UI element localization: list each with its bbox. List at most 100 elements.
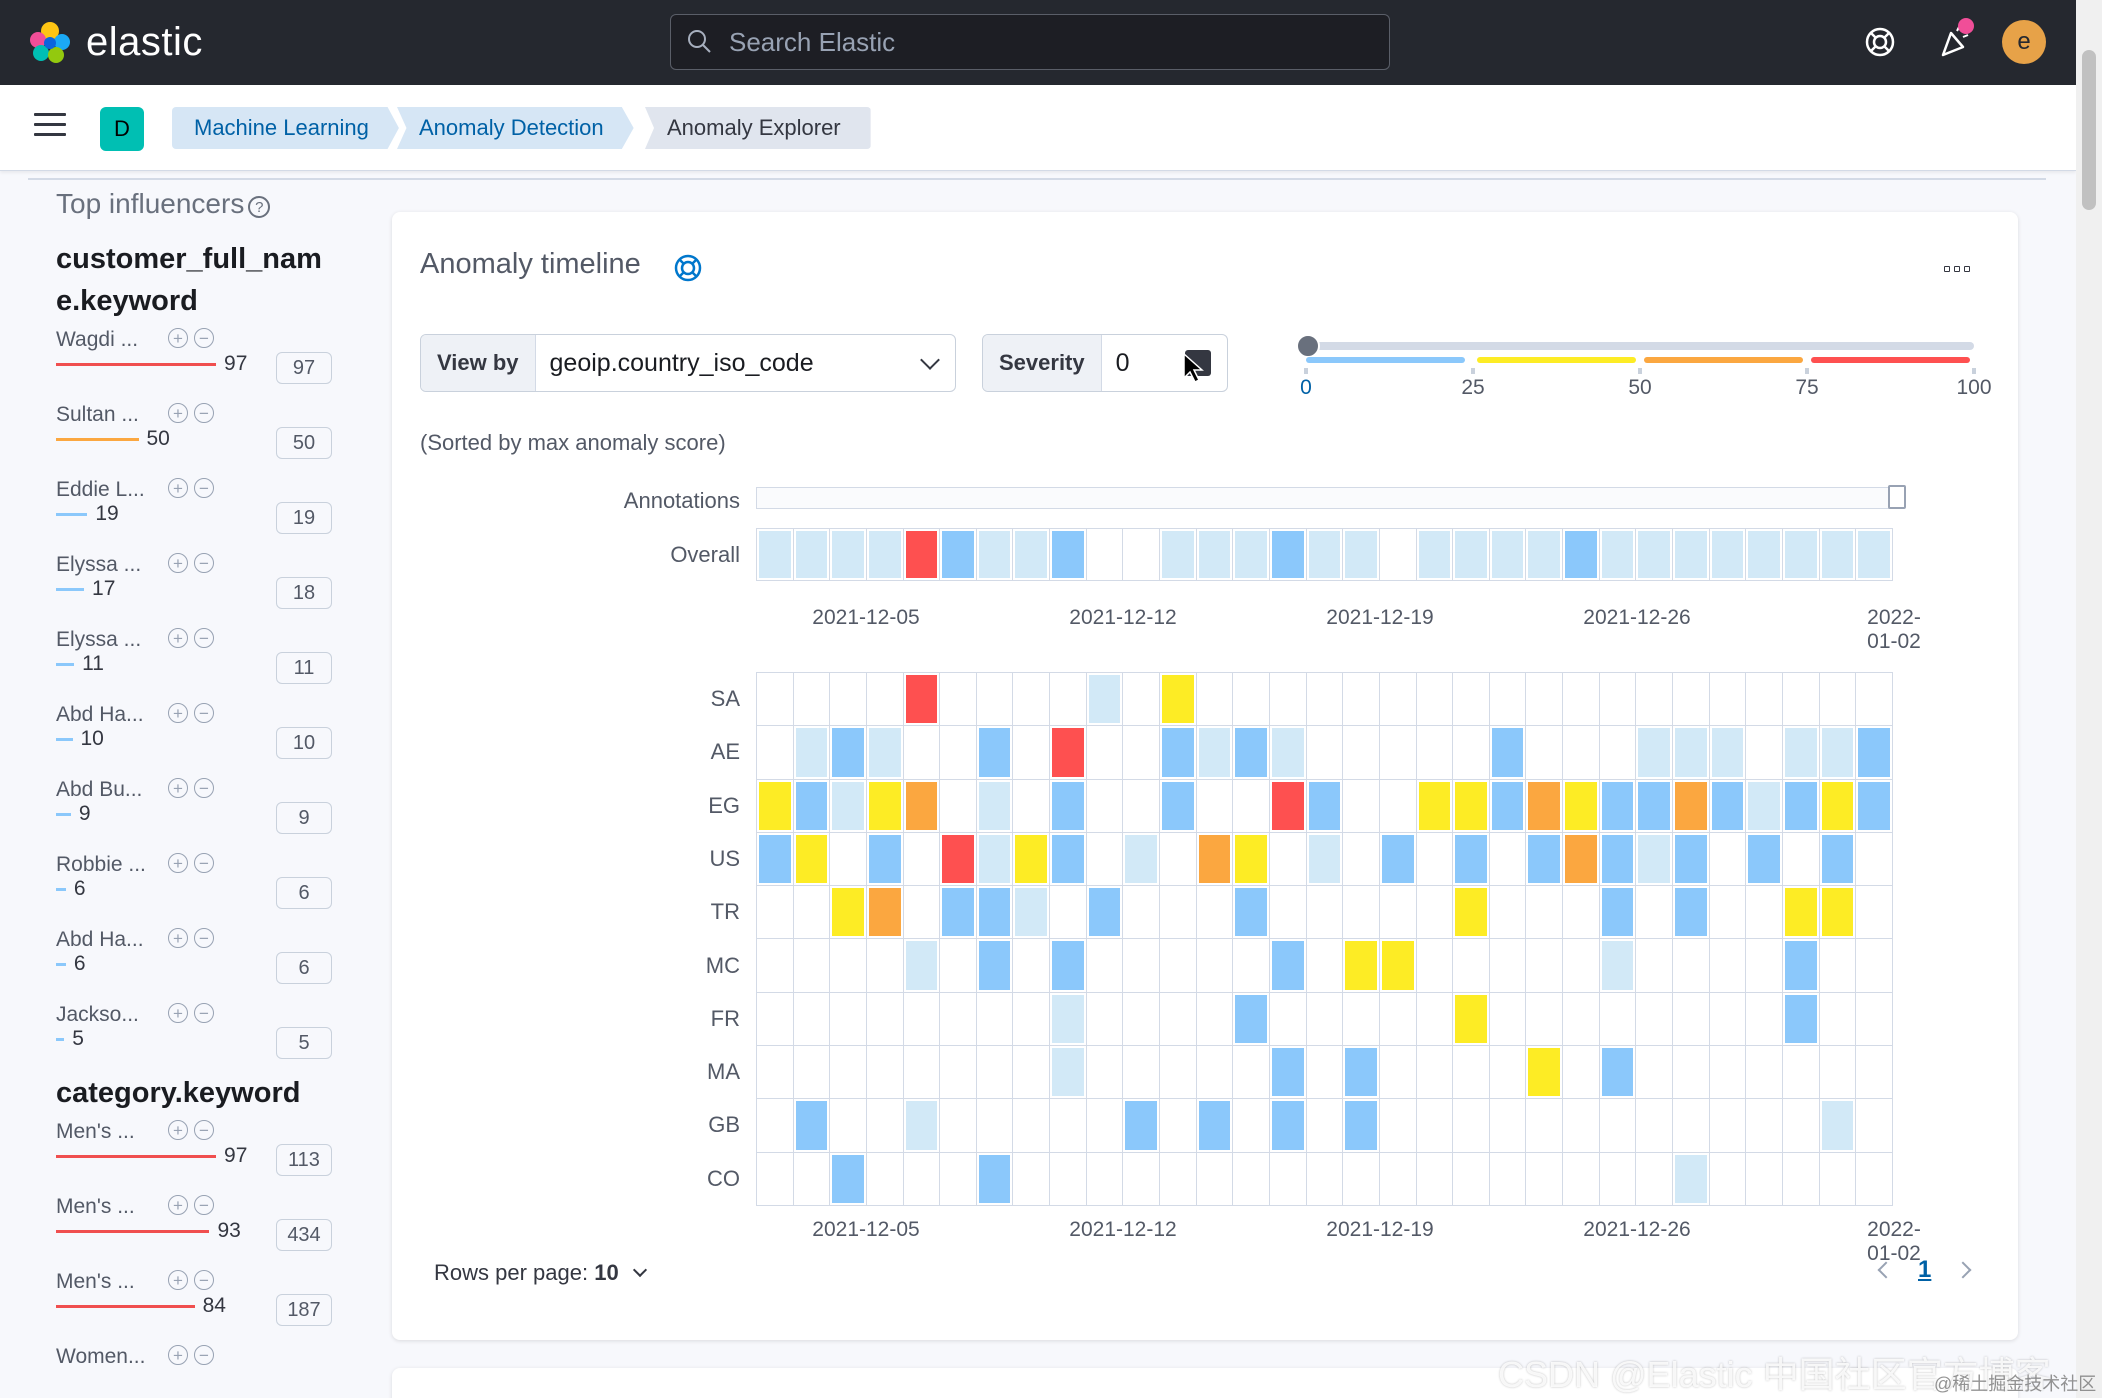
rows-per-page-selector[interactable]: Rows per page: 10 <box>434 1260 647 1286</box>
swimlane-cell[interactable] <box>1819 779 1857 833</box>
swimlane-cell[interactable] <box>1453 1046 1490 1100</box>
search-input[interactable] <box>729 26 1329 58</box>
swimlane-cell[interactable] <box>903 992 941 1047</box>
swimlane-cell[interactable] <box>1306 1152 1344 1206</box>
swimlane-cell[interactable] <box>793 1152 831 1206</box>
swimlane-cell[interactable] <box>1563 1046 1600 1100</box>
swimlane-cell[interactable] <box>1746 1099 1783 1153</box>
swimlane-cell[interactable] <box>1782 1046 1820 1100</box>
swimlane-cell[interactable] <box>1526 726 1564 780</box>
swimlane-cell[interactable] <box>1379 832 1417 887</box>
plus-in-circle-icon[interactable]: + <box>168 628 188 648</box>
swimlane-cell[interactable] <box>1123 726 1161 780</box>
swimlane-cell[interactable] <box>1233 779 1270 833</box>
swimlane-cell[interactable] <box>1599 673 1637 727</box>
swimlane-cell[interactable] <box>1709 529 1747 581</box>
swimlane-cell[interactable] <box>1453 779 1490 833</box>
swimlane-cell[interactable] <box>793 779 831 833</box>
swimlane-cell[interactable] <box>1856 726 1893 780</box>
swimlane-cell[interactable] <box>1306 1099 1344 1153</box>
swimlane-cell[interactable] <box>1599 779 1637 833</box>
swimlane-cell[interactable] <box>1013 673 1051 727</box>
swimlane-cell[interactable] <box>1196 529 1234 581</box>
swimlane-cell[interactable] <box>1636 886 1674 940</box>
lifebuoy-icon[interactable] <box>672 252 704 284</box>
swimlane-cell[interactable] <box>1673 939 1710 993</box>
swimlane-cell[interactable] <box>1050 886 1087 940</box>
swimlane-cell[interactable] <box>1782 939 1820 993</box>
swimlane-cell[interactable] <box>1050 992 1087 1047</box>
swimlane-cell[interactable] <box>1526 939 1564 993</box>
swimlane-cell[interactable] <box>1782 529 1820 581</box>
swimlane-cell[interactable] <box>1856 886 1893 940</box>
swimlane-cell[interactable] <box>940 939 977 993</box>
swimlane-cell[interactable] <box>1819 673 1857 727</box>
annotations-lane[interactable] <box>756 487 1892 509</box>
swimlane-cell[interactable] <box>1782 992 1820 1047</box>
swimlane-cell[interactable] <box>1599 832 1637 887</box>
swimlane-cell[interactable] <box>1269 992 1307 1047</box>
swimlane-cell[interactable] <box>757 726 794 780</box>
view-by-swimlane[interactable] <box>756 672 1893 1206</box>
annotations-brush-handle[interactable] <box>1888 485 1906 509</box>
swimlane-cell[interactable] <box>1306 529 1344 581</box>
swimlane-cell[interactable] <box>940 886 977 940</box>
swimlane-cell[interactable] <box>1160 832 1197 887</box>
influencer-name[interactable]: Elyssa ... <box>56 628 142 651</box>
minus-in-circle-icon[interactable]: − <box>194 478 214 498</box>
swimlane-cell[interactable] <box>1636 1152 1674 1206</box>
swimlane-cell[interactable] <box>940 673 977 727</box>
swimlane-cell[interactable] <box>1453 726 1490 780</box>
swimlane-cell[interactable] <box>1856 1099 1893 1153</box>
minus-in-circle-icon[interactable]: − <box>194 328 214 348</box>
swimlane-cell[interactable] <box>830 886 867 940</box>
swimlane-cell[interactable] <box>1489 726 1527 780</box>
swimlane-row-label[interactable]: US <box>709 845 740 871</box>
swimlane-cell[interactable] <box>976 1046 1014 1100</box>
swimlane-cell[interactable] <box>1563 832 1600 887</box>
swimlane-cell[interactable] <box>1673 726 1710 780</box>
swimlane-cell[interactable] <box>793 939 831 993</box>
swimlane-cell[interactable] <box>1160 939 1197 993</box>
swimlane-cell[interactable] <box>793 992 831 1047</box>
influencer-name[interactable]: Abd Ha... <box>56 928 144 951</box>
swimlane-cell[interactable] <box>976 1099 1014 1153</box>
swimlane-cell[interactable] <box>1196 1099 1234 1153</box>
swimlane-cell[interactable] <box>1416 1152 1454 1206</box>
influencer-name[interactable]: Women... <box>56 1345 146 1368</box>
swimlane-cell[interactable] <box>1013 992 1051 1047</box>
swimlane-cell[interactable] <box>1709 1152 1747 1206</box>
swimlane-cell[interactable] <box>1416 1099 1454 1153</box>
swimlane-cell[interactable] <box>1819 939 1857 993</box>
swimlane-cell[interactable] <box>1123 1099 1161 1153</box>
swimlane-cell[interactable] <box>1160 1099 1197 1153</box>
swimlane-cell[interactable] <box>1782 1152 1820 1206</box>
swimlane-cell[interactable] <box>1636 832 1674 887</box>
swimlane-cell[interactable] <box>1379 529 1417 581</box>
swimlane-cell[interactable] <box>1196 886 1234 940</box>
swimlane-cell[interactable] <box>1673 779 1710 833</box>
swimlane-cell[interactable] <box>1489 992 1527 1047</box>
swimlane-cell[interactable] <box>1379 1099 1417 1153</box>
swimlane-cell[interactable] <box>830 1099 867 1153</box>
swimlane-cell[interactable] <box>1123 886 1161 940</box>
swimlane-cell[interactable] <box>1086 1152 1124 1206</box>
swimlane-cell[interactable] <box>1673 1099 1710 1153</box>
swimlane-cell[interactable] <box>1636 779 1674 833</box>
severity-value[interactable]: 0 <box>1102 335 1227 391</box>
minus-in-circle-icon[interactable]: − <box>194 928 214 948</box>
swimlane-cell[interactable] <box>1856 832 1893 887</box>
swimlane-cell[interactable] <box>1599 939 1637 993</box>
swimlane-cell[interactable] <box>940 1152 977 1206</box>
swimlane-cell[interactable] <box>1269 1046 1307 1100</box>
minus-in-circle-icon[interactable]: − <box>194 628 214 648</box>
swimlane-cell[interactable] <box>1269 529 1307 581</box>
swimlane-cell[interactable] <box>1379 726 1417 780</box>
minus-in-circle-icon[interactable]: − <box>194 778 214 798</box>
swimlane-cell[interactable] <box>1709 726 1747 780</box>
swimlane-cell[interactable] <box>866 992 904 1047</box>
swimlane-cell[interactable] <box>1453 1099 1490 1153</box>
swimlane-cell[interactable] <box>976 673 1014 727</box>
swimlane-cell[interactable] <box>1526 992 1564 1047</box>
swimlane-cell[interactable] <box>1233 992 1270 1047</box>
